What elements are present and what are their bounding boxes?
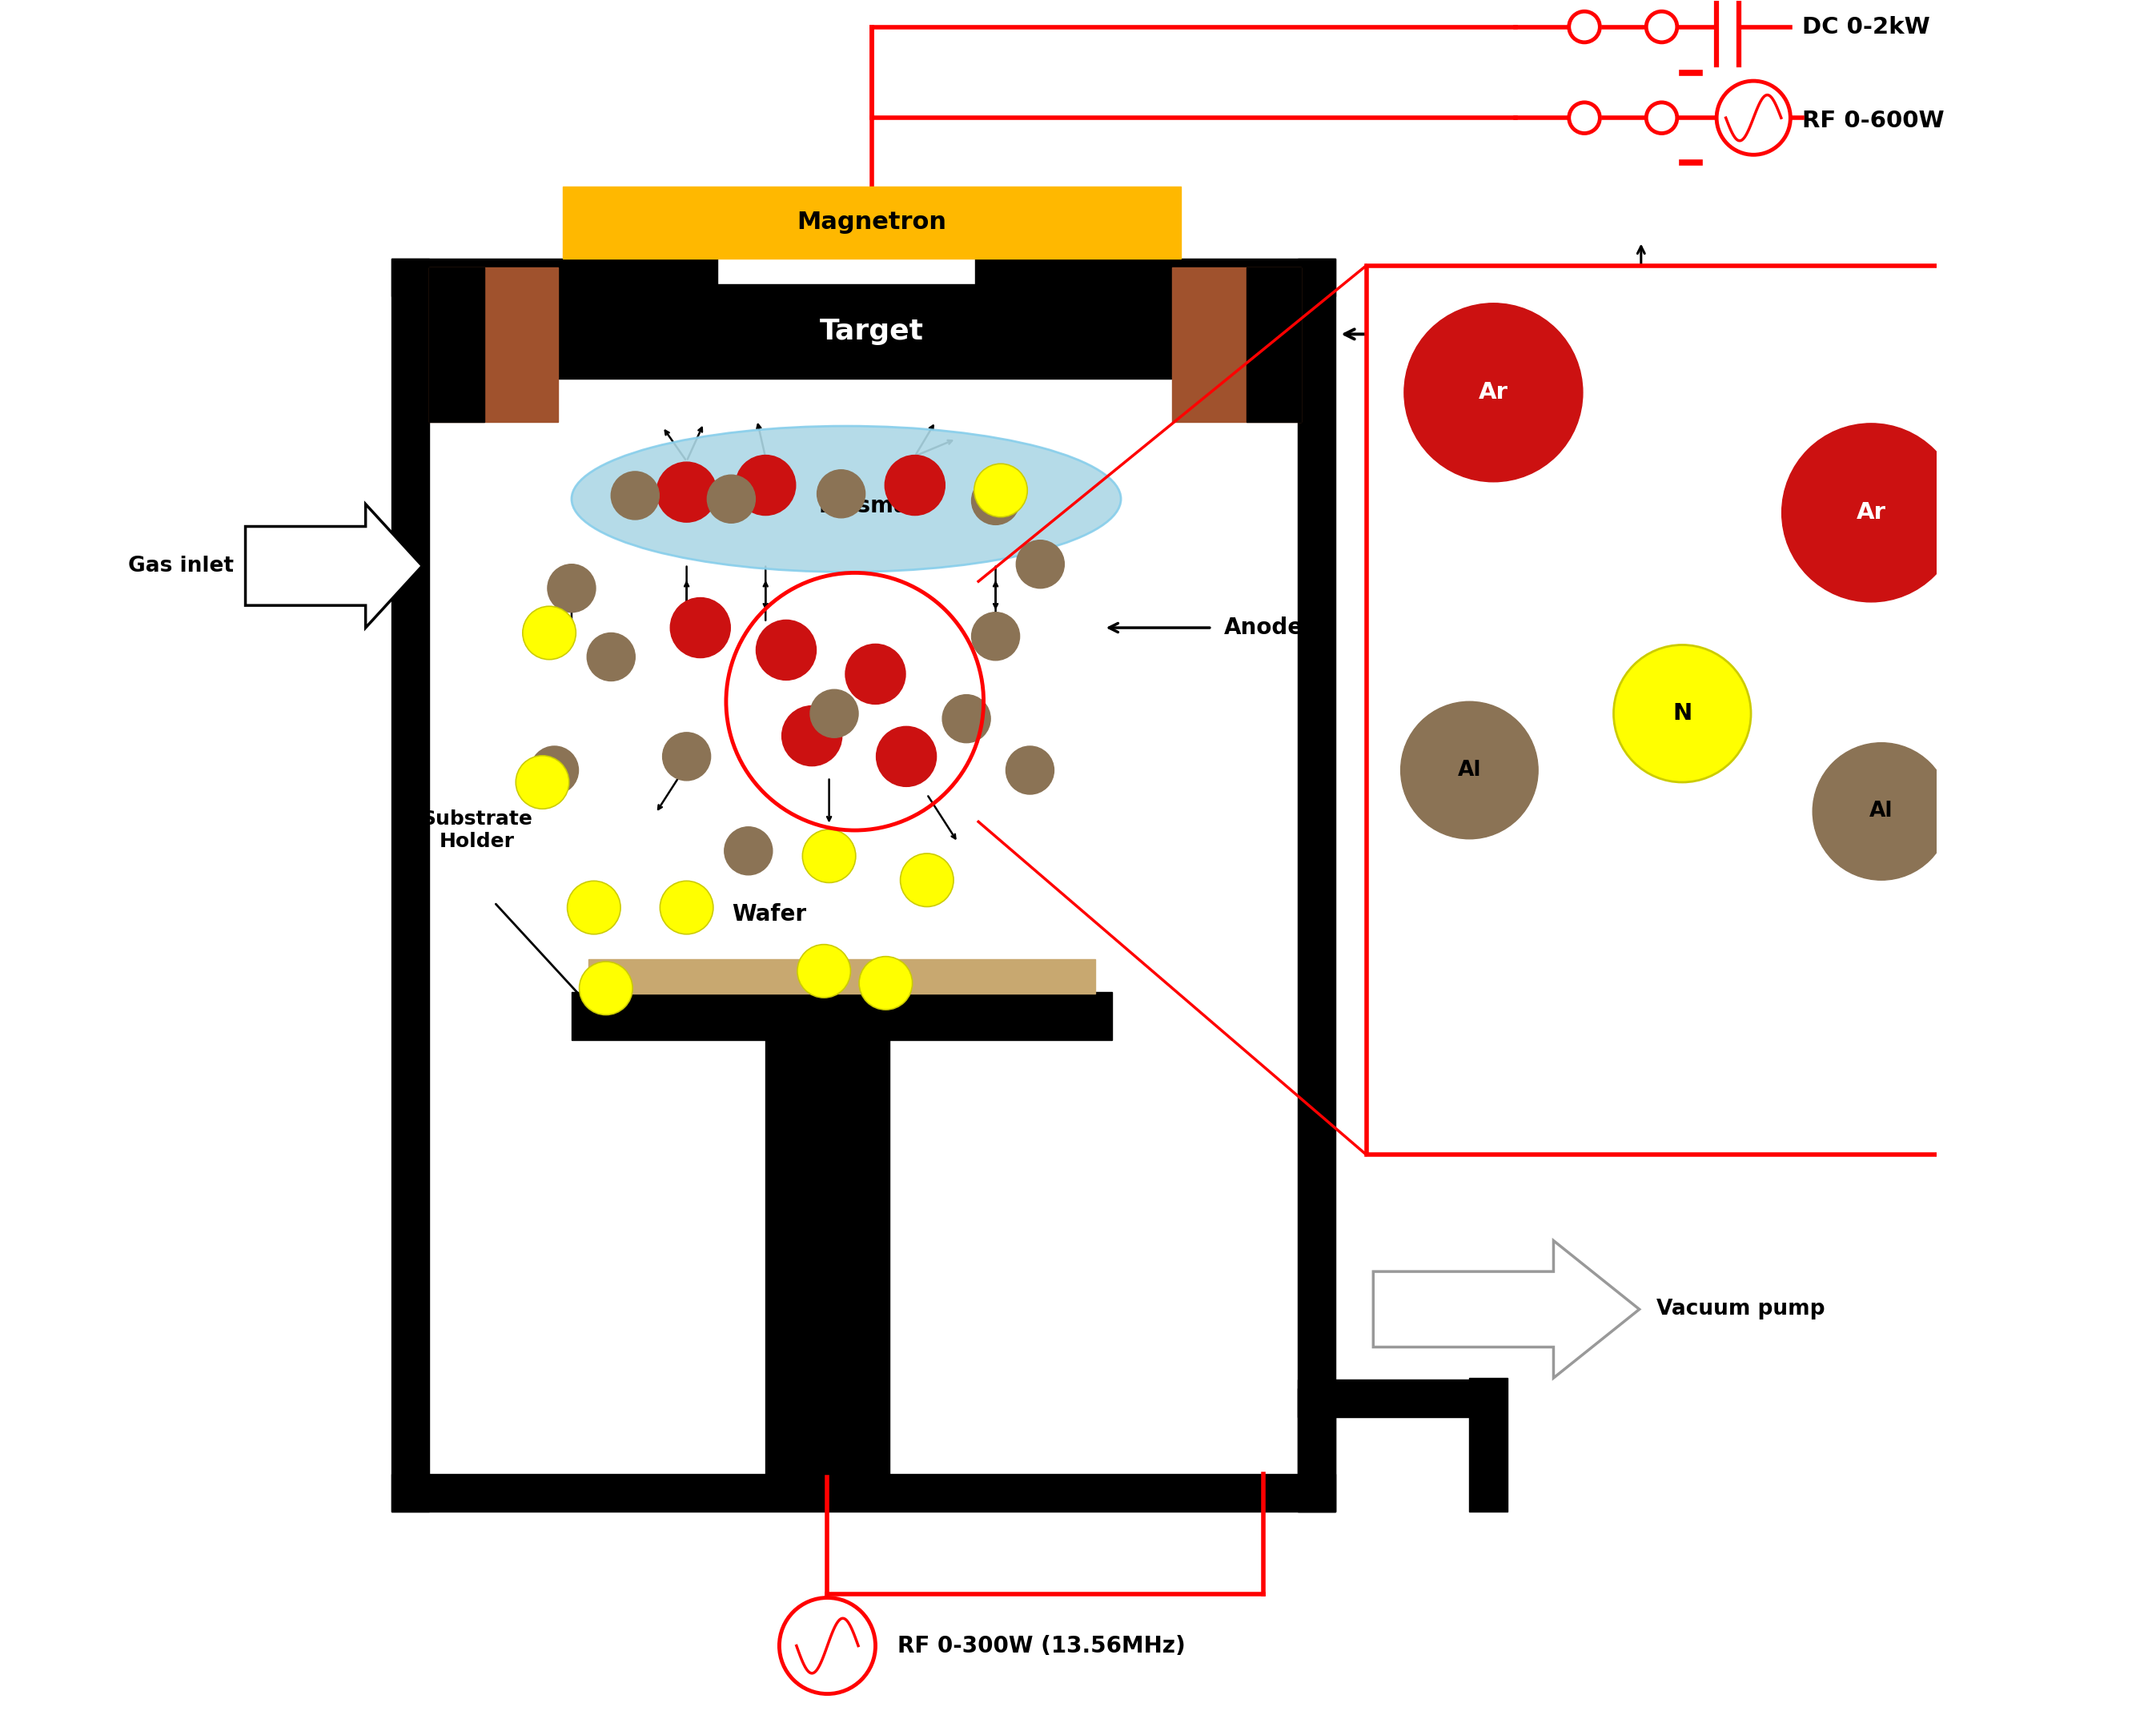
Circle shape (1570, 103, 1600, 134)
Circle shape (1613, 645, 1751, 782)
Text: N: N (1673, 703, 1692, 725)
Circle shape (1813, 743, 1949, 880)
Circle shape (580, 961, 632, 1014)
Text: Al: Al (1457, 760, 1481, 780)
Circle shape (1401, 701, 1537, 839)
Circle shape (1781, 423, 1960, 602)
Polygon shape (246, 504, 423, 627)
Bar (537, 284, 1207, 378)
Circle shape (884, 456, 944, 516)
Text: RF 0-300W (13.56MHz): RF 0-300W (13.56MHz) (897, 1635, 1186, 1657)
Bar (1367, 265, 1971, 1155)
Text: Substrate
Holder: Substrate Holder (423, 810, 533, 851)
Circle shape (1404, 303, 1583, 481)
Text: Magnetron: Magnetron (798, 211, 946, 234)
Bar (1246, 266, 1302, 421)
Circle shape (1647, 12, 1677, 43)
Circle shape (817, 469, 865, 517)
Circle shape (975, 464, 1028, 517)
Circle shape (530, 746, 578, 794)
Circle shape (757, 621, 817, 681)
Circle shape (972, 612, 1020, 660)
Circle shape (515, 756, 569, 810)
Bar (392, 258, 718, 296)
Text: Plasma: Plasma (819, 495, 908, 517)
Circle shape (735, 456, 796, 516)
Bar (765, 1040, 888, 1475)
Text: Target: Target (819, 318, 925, 346)
Circle shape (1570, 12, 1600, 43)
Circle shape (522, 607, 576, 660)
Circle shape (671, 598, 731, 658)
Text: Vacuum pump: Vacuum pump (1656, 1300, 1824, 1320)
Circle shape (707, 474, 755, 523)
Bar (1298, 258, 1335, 1513)
Bar (429, 266, 485, 421)
Circle shape (802, 830, 856, 882)
Circle shape (1015, 540, 1065, 588)
Text: Ar: Ar (1856, 502, 1886, 524)
Circle shape (1716, 81, 1789, 155)
Bar (975, 258, 1335, 296)
Bar (392, 1475, 1335, 1513)
Circle shape (586, 633, 636, 681)
Text: Wafer: Wafer (731, 902, 806, 925)
Bar (1173, 266, 1302, 421)
Bar (1298, 1389, 1335, 1513)
Circle shape (845, 645, 906, 705)
Circle shape (942, 694, 990, 743)
Bar (563, 187, 1181, 258)
Circle shape (658, 462, 716, 523)
Circle shape (972, 476, 1020, 524)
Circle shape (798, 944, 852, 997)
Circle shape (901, 854, 953, 906)
Polygon shape (1373, 1241, 1639, 1379)
Text: DC 0-2kW: DC 0-2kW (1802, 15, 1930, 38)
Bar (589, 959, 1095, 994)
Text: Cathode: Cathode (1481, 323, 1585, 346)
Bar (1298, 1380, 1503, 1418)
Text: Ar: Ar (1479, 382, 1509, 404)
Circle shape (548, 564, 595, 612)
Circle shape (1007, 746, 1054, 794)
Ellipse shape (571, 426, 1121, 572)
Circle shape (858, 956, 912, 1009)
Circle shape (724, 827, 772, 875)
Circle shape (875, 727, 936, 787)
Circle shape (662, 732, 711, 780)
Bar (246, 547, 392, 584)
Bar (392, 258, 429, 1513)
Circle shape (567, 880, 621, 933)
Circle shape (778, 1597, 875, 1693)
Circle shape (660, 880, 714, 933)
Circle shape (1647, 103, 1677, 134)
Text: Gas inlet: Gas inlet (127, 555, 233, 576)
Bar (1470, 1379, 1507, 1513)
Bar (429, 266, 558, 421)
Text: RF 0-600W: RF 0-600W (1802, 110, 1945, 132)
Circle shape (783, 707, 843, 767)
Text: Al: Al (1869, 801, 1893, 822)
Circle shape (811, 689, 858, 737)
Text: Anode: Anode (1225, 617, 1302, 639)
Bar (571, 992, 1112, 1040)
Circle shape (610, 471, 660, 519)
